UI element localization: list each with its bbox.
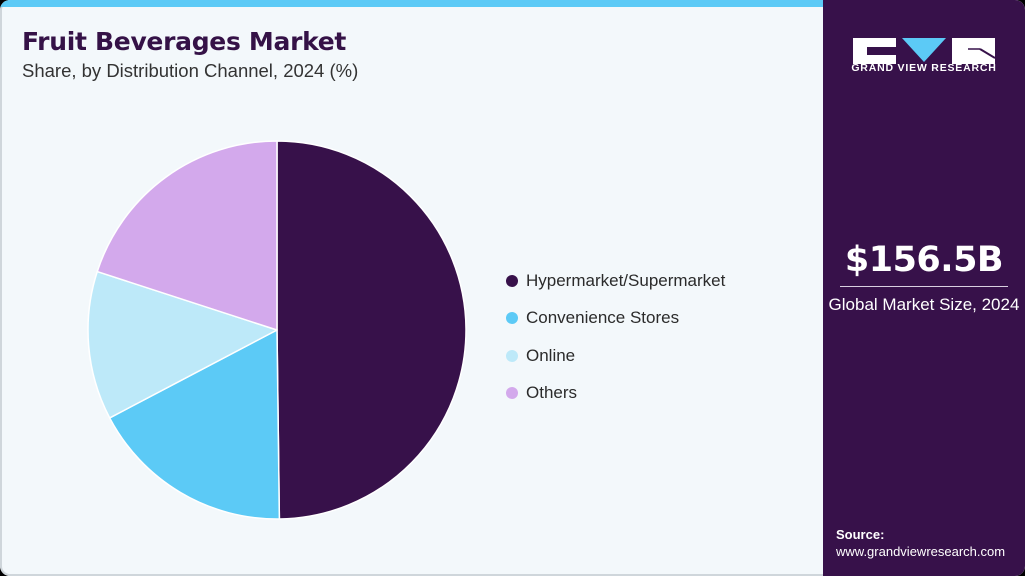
chart-title: Fruit Beverages Market [22, 27, 347, 56]
legend-swatch-icon [506, 274, 518, 287]
legend-item: Others [506, 375, 725, 413]
legend-label: Hypermarket/Supermarket [526, 270, 726, 290]
market-size-value: $156.5B [844, 240, 1004, 280]
market-size-label: Global Market Size, 2024 [828, 295, 1020, 314]
legend-label: Online [526, 345, 576, 365]
pie-slice-online [87, 270, 278, 419]
pie-slice-hypermarket-supermarket [276, 140, 467, 520]
pie-chart [87, 140, 467, 520]
legend-item: Convenience Stores [506, 300, 725, 338]
source-block: Source: www.grandviewresearch.com [836, 526, 1005, 560]
logo-wordmark: GRAND VIEW RESEARCH [851, 62, 997, 74]
chart-area: Fruit Beverages Market Share, by Distrib… [0, 0, 823, 520]
legend-label: Others [526, 383, 578, 403]
accent-bar [0, 0, 823, 7]
source-label: Source: [836, 527, 885, 542]
legend-item: Hypermarket/Supermarket [506, 262, 725, 300]
chart-subtitle: Share, by Distribution Channel, 2024 (%) [22, 60, 359, 81]
grand-view-research-logo [853, 38, 995, 64]
legend-item: Online [506, 337, 725, 375]
pie-slice-others [96, 140, 278, 331]
sidebar-panel: GRAND VIEW RESEARCH $156.5B Global Marke… [823, 0, 1025, 576]
pie-slice-convenience-stores [108, 329, 281, 520]
legend-label: Convenience Stores [526, 308, 680, 328]
legend-swatch-icon [506, 387, 518, 400]
legend-swatch-icon [506, 349, 518, 362]
source-link[interactable]: www.grandviewresearch.com [836, 544, 1006, 559]
legend-swatch-icon [506, 312, 518, 325]
chart-legend: Hypermarket/Supermarket Convenience Store… [506, 262, 725, 412]
divider [840, 286, 1008, 287]
